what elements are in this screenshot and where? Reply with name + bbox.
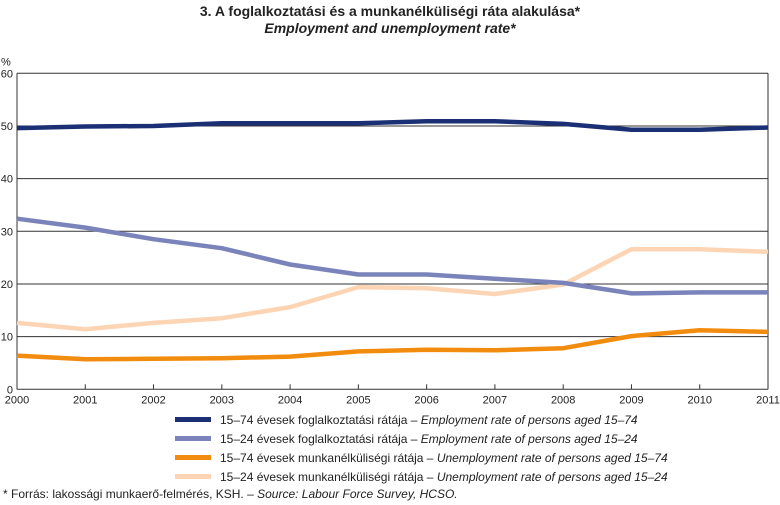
y-tick-label: 30 xyxy=(1,226,13,238)
y-tick-label: 10 xyxy=(1,332,13,344)
y-tick-label: 20 xyxy=(1,279,13,291)
legend-swatch xyxy=(175,474,211,479)
x-tick-label: 2006 xyxy=(414,394,438,406)
line-chart: 0 10 20 30 40 50 60% 2000 2001 2002 2003 2004 2005 20… xyxy=(1,56,780,406)
legend-label-hu: 15–74 évesek munkanélküliségi rátája xyxy=(220,450,424,465)
footnote-hu: * Forrás: lakossági munkaerő-felmérés, K… xyxy=(3,487,258,501)
x-tick-label: 2005 xyxy=(346,394,370,406)
x-tick-label: 2008 xyxy=(551,394,575,406)
legend-label-en: Employment rate of persons aged 15–24 xyxy=(420,431,638,446)
series-line-1 xyxy=(16,118,769,132)
legend: 15–74 évesek foglalkoztatási rátája – Em… xyxy=(175,410,668,486)
legend-label-hu: 15–24 évesek foglalkoztatási rátája xyxy=(220,431,408,446)
x-tick-label: 2011 xyxy=(756,394,780,406)
legend-item: 15–24 évesek foglalkoztatási rátája – Em… xyxy=(175,429,668,448)
y-tick-label: 50 xyxy=(1,121,13,133)
legend-item: 15–24 évesek munkanélküliségi rátája – U… xyxy=(175,467,668,486)
y-tick-label: 60 xyxy=(1,68,13,80)
legend-separator: – xyxy=(423,450,437,465)
legend-label-en: Unemployment rate of persons aged 15–74 xyxy=(436,450,668,465)
legend-separator: – xyxy=(407,412,421,427)
x-tick-label: 2007 xyxy=(483,394,507,406)
x-tick-label: 2004 xyxy=(278,394,302,406)
footnote: * Forrás: lakossági munkaerő-felmérés, K… xyxy=(3,487,458,501)
legend-separator: – xyxy=(407,431,421,446)
x-tick-label: 2001 xyxy=(73,394,97,406)
legend-label-en: Unemployment rate of persons aged 15–24 xyxy=(436,469,668,484)
y-axis-label: % xyxy=(1,56,11,68)
x-tick-label: 2002 xyxy=(141,394,165,406)
series-line-4 xyxy=(16,246,769,332)
legend-swatch xyxy=(175,417,211,422)
footnote-en: Source: Labour Force Survey, HCSO. xyxy=(257,487,458,501)
series-line-3 xyxy=(16,328,769,362)
legend-label-en: Employment rate of persons aged 15–74 xyxy=(420,412,638,427)
legend-label-hu: 15–74 évesek foglalkoztatási rátája xyxy=(220,412,408,427)
legend-swatch xyxy=(175,436,211,441)
legend-item: 15–74 évesek foglalkoztatási rátája – Em… xyxy=(175,410,668,429)
chart-title: 3. A foglalkoztatási és a munkanélkülisé… xyxy=(199,3,581,19)
x-tick-label: 2009 xyxy=(619,394,643,406)
series-line-2 xyxy=(16,216,768,296)
x-tick-label: 2003 xyxy=(210,394,234,406)
legend-item: 15–74 évesek munkanélküliségi rátája – U… xyxy=(175,448,668,467)
legend-separator: – xyxy=(423,469,437,484)
x-tick-label: 2000 xyxy=(5,394,29,406)
y-tick-label: 40 xyxy=(1,174,13,186)
chart-subtitle: Employment and unemployment rate* xyxy=(264,20,516,36)
legend-swatch xyxy=(175,455,211,460)
y-tick-label: 0 xyxy=(7,384,13,396)
x-tick-label: 2010 xyxy=(687,394,711,406)
legend-label-hu: 15–24 évesek munkanélküliségi rátája xyxy=(220,469,424,484)
